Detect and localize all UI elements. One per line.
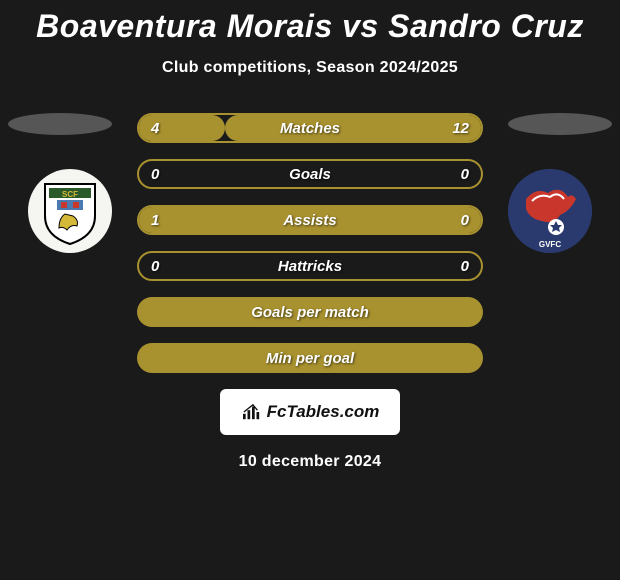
club-crest-left-icon: SCF — [35, 176, 105, 246]
stat-label: Goals — [289, 166, 331, 183]
stat-value-right: 12 — [452, 120, 469, 137]
club-badge-left: SCF — [28, 169, 112, 253]
stat-label: Hattricks — [278, 258, 342, 275]
fctables-logo: FcTables.com — [220, 389, 400, 435]
stat-row-hattricks: 0 0 Hattricks — [137, 251, 483, 281]
svg-text:SCF: SCF — [62, 190, 78, 199]
stat-row-goals-per-match: Goals per match — [137, 297, 483, 327]
stat-row-goals: 0 0 Goals — [137, 159, 483, 189]
stat-label: Assists — [283, 212, 336, 229]
stat-value-right: 0 — [461, 212, 469, 229]
fctables-logo-text: FcTables.com — [267, 402, 380, 422]
platform-left — [8, 113, 112, 135]
date-text: 10 december 2024 — [0, 453, 620, 471]
stat-row-matches: 4 12 Matches — [137, 113, 483, 143]
stat-value-right: 0 — [461, 258, 469, 275]
stat-row-min-per-goal: Min per goal — [137, 343, 483, 373]
page-title: Boaventura Morais vs Sandro Cruz — [0, 0, 620, 45]
stat-label: Min per goal — [266, 350, 354, 367]
stat-value-left: 4 — [151, 120, 159, 137]
stat-label: Goals per match — [251, 304, 369, 321]
stat-value-left: 0 — [151, 166, 159, 183]
stat-value-left: 1 — [151, 212, 159, 229]
stat-label: Matches — [280, 120, 340, 137]
stat-row-assists: 1 0 Assists — [137, 205, 483, 235]
stat-value-right: 0 — [461, 166, 469, 183]
club-crest-right-icon: GVFC — [508, 169, 592, 253]
stat-value-left: 0 — [151, 258, 159, 275]
stat-bars: 4 12 Matches 0 0 Goals 1 0 Assists 0 0 Hattricks Goa… — [137, 113, 483, 373]
platform-right — [508, 113, 612, 135]
subtitle: Club competitions, Season 2024/2025 — [0, 59, 620, 77]
stat-fill-right — [225, 115, 482, 141]
svg-text:GVFC: GVFC — [539, 240, 561, 249]
comparison-content: SCF GVFC 4 12 Matches 0 0 Goals 1 0 Assists 0 0 Hat… — [0, 113, 620, 471]
club-badge-right: GVFC — [508, 169, 592, 253]
fctables-chart-icon — [241, 403, 263, 421]
